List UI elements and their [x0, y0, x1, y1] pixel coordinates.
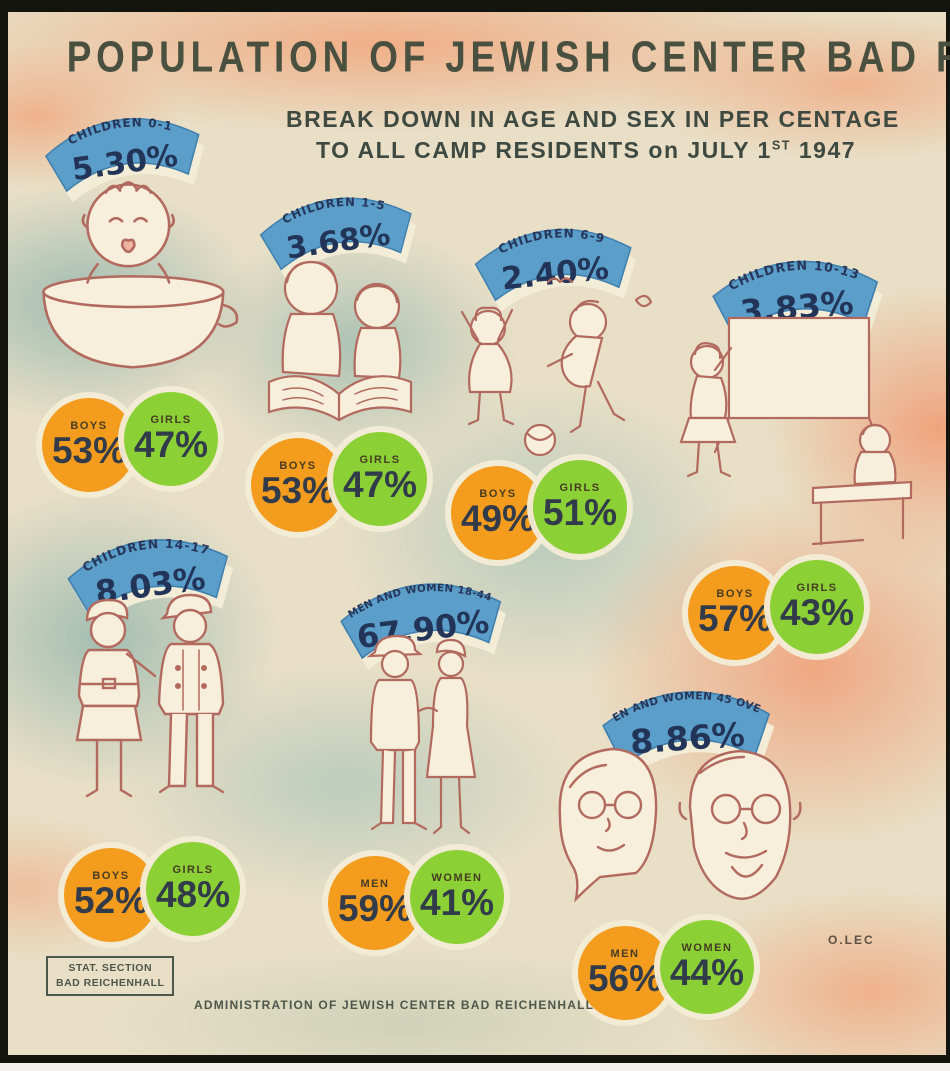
subtitle-line1: BREAK DOWN IN AGE AND SEX IN PER CENTAGE — [286, 106, 900, 132]
male-value: 53% — [260, 469, 336, 511]
infographic-poster: POPULATION OF JEWISH CENTER BAD REICHENH… — [8, 12, 950, 1055]
administration-caption: ADMINISTRATION OF JEWISH CENTER BAD REIC… — [194, 998, 595, 1012]
male-share-circle: BOYS 53% — [251, 438, 345, 532]
female-value: 51% — [542, 491, 618, 533]
artist-signature: O.LEC — [828, 933, 875, 947]
female-share-circle: GIRLS 48% — [146, 842, 240, 936]
female-label: GIRLS — [150, 413, 192, 426]
female-label: GIRLS — [359, 453, 401, 466]
sex-ratio-circles: BOYS 53% GIRLS 47% — [251, 432, 427, 532]
age-group-children-0-1: CHILDREN 0-1 5.30% — [8, 12, 946, 1055]
female-share-circle: GIRLS 51% — [533, 460, 627, 554]
illustration-adult-couple — [353, 625, 488, 857]
male-share-circle: MEN 56% — [578, 926, 672, 1020]
sex-ratio-circles: MEN 59% WOMEN 41% — [328, 850, 504, 950]
female-label: GIRLS — [796, 581, 838, 594]
male-share-circle: MEN 59% — [328, 856, 422, 950]
female-value: 44% — [669, 951, 745, 993]
female-value: 47% — [133, 423, 209, 465]
poster-title: POPULATION OF JEWISH CENTER BAD REICHENH… — [66, 34, 950, 82]
male-share-circle: BOYS 57% — [688, 566, 782, 660]
male-share-circle: BOYS 53% — [42, 398, 136, 492]
male-share-circle: BOYS 52% — [64, 848, 158, 942]
male-value: 56% — [587, 957, 663, 999]
male-label: BOYS — [92, 869, 130, 882]
age-group-children-6-9: CHILDREN 6-9 2.40% — [8, 12, 946, 1055]
subtitle-line2: TO ALL CAMP RESIDENTS on JULY 1ST 1947 — [286, 137, 886, 164]
illustration-baby-in-bathtub — [26, 162, 251, 402]
male-label: BOYS — [716, 587, 754, 600]
sex-ratio-circles: BOYS 49% GIRLS 51% — [451, 460, 627, 560]
age-share-badge: CHILDREN 6-9 2.40% — [458, 189, 649, 319]
female-share-circle: WOMEN 41% — [410, 850, 504, 944]
female-label: WOMEN — [681, 941, 733, 954]
male-value: 49% — [460, 497, 536, 539]
illustration-elderly-woman-and-man-faces — [540, 725, 810, 935]
age-group-children-10-13: CHILDREN 10-13 3.83% — [8, 12, 946, 1055]
poster-subtitle: BREAK DOWN IN AGE AND SEX IN PER CENTAGE… — [286, 106, 900, 164]
female-share-circle: GIRLS 47% — [124, 392, 218, 486]
male-label: BOYS — [479, 487, 517, 500]
illustration-children-reading-book — [253, 240, 423, 445]
stat-section-stamp: STAT. SECTION BAD REICHENHALL — [46, 956, 175, 997]
female-share-circle: GIRLS 43% — [770, 560, 864, 654]
male-label: MEN — [610, 947, 640, 960]
sex-ratio-circles: BOYS 57% GIRLS 43% — [688, 560, 864, 660]
age-group-adults-18-44: MEN AND WOMEN 18-44 67.90% — [8, 12, 946, 1055]
female-label: GIRLS — [559, 481, 601, 494]
age-group-children-14-17: CHILDREN 14-17 8.03% — [8, 12, 946, 1055]
female-value: 43% — [779, 591, 855, 633]
subtitle-ordinal-sup: ST — [771, 138, 791, 153]
female-value: 48% — [155, 873, 231, 915]
age-share-badge: CHILDREN 0-1 5.30% — [26, 76, 218, 210]
illustration-children-playing-ball — [436, 268, 661, 473]
male-value: 52% — [73, 879, 149, 921]
sex-ratio-circles: BOYS 52% GIRLS 48% — [64, 842, 240, 942]
sex-ratio-circles: BOYS 53% GIRLS 47% — [42, 392, 218, 492]
female-share-circle: WOMEN 44% — [660, 920, 754, 1014]
stamp-line1: STAT. SECTION — [68, 962, 153, 974]
male-label: BOYS — [279, 459, 317, 472]
male-value: 53% — [51, 429, 127, 471]
subtitle-line2-year: 1947 — [791, 137, 857, 163]
illustration-teenage-girl-and-boy — [53, 582, 258, 857]
female-share-circle: GIRLS 47% — [333, 432, 427, 526]
photo-bottom-strip — [0, 1063, 950, 1071]
age-group-children-1-5: CHILDREN 1-5 3.68% — [8, 12, 946, 1055]
age-group-adults-45-over: MEN AND WOMEN 45 OVER 8.86% — [8, 12, 946, 1055]
female-value: 41% — [419, 881, 495, 923]
age-share-badge: MEN AND WOMEN 45 OVER 8.86% — [586, 651, 786, 784]
male-value: 59% — [337, 887, 413, 929]
illustration-girl-at-blackboard-boy-at-desk — [663, 300, 928, 575]
male-label: BOYS — [70, 419, 108, 432]
male-share-circle: BOYS 49% — [451, 466, 545, 560]
male-label: MEN — [360, 877, 390, 890]
female-label: WOMEN — [431, 871, 483, 884]
sex-ratio-circles: MEN 56% WOMEN 44% — [578, 920, 754, 1020]
stamp-line2: BAD REICHENHALL — [56, 977, 165, 990]
female-value: 47% — [342, 463, 418, 505]
male-value: 57% — [697, 597, 773, 639]
subtitle-line2-text: TO ALL CAMP RESIDENTS on JULY 1 — [315, 137, 772, 163]
female-label: GIRLS — [172, 863, 214, 876]
